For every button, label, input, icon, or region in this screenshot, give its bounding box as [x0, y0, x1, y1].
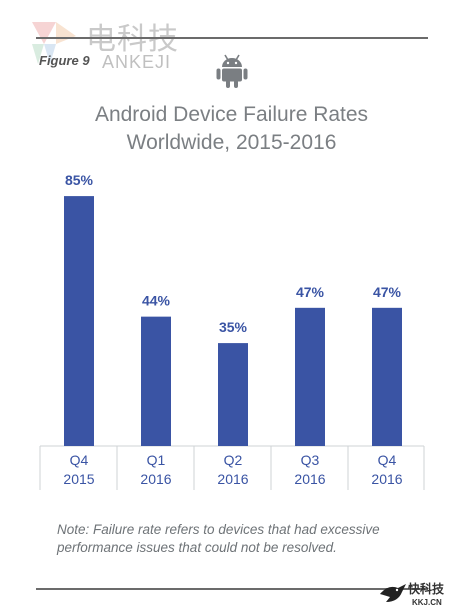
bar — [372, 307, 402, 446]
x-tick-label-quarter: Q3 — [301, 452, 320, 468]
x-tick-label-quarter: Q1 — [147, 452, 166, 468]
bird-logo-icon — [380, 584, 406, 602]
watermark-subtext: ANKEJI — [102, 52, 172, 72]
figure-label: Figure 9 — [39, 53, 90, 68]
data-label: 35% — [219, 319, 248, 335]
watermark-text: 电科技 — [86, 22, 179, 57]
data-label: 47% — [296, 284, 325, 300]
bar — [218, 343, 248, 446]
android-icon — [216, 54, 248, 88]
x-tick-label-quarter: Q2 — [224, 452, 243, 468]
data-label: 85% — [65, 172, 94, 188]
x-tick-label-quarter: Q4 — [378, 452, 397, 468]
data-label: 47% — [373, 284, 402, 300]
x-tick-label-year: 2015 — [63, 471, 94, 487]
chart-title-line-1: Android Device Failure Rates — [94, 103, 369, 126]
corner-logo-subtext: KKJ.CN — [412, 598, 442, 607]
bar — [141, 316, 171, 446]
bottom-rule — [36, 588, 428, 590]
bar — [295, 307, 325, 446]
x-tick-label-year: 2016 — [140, 471, 171, 487]
chart-note: Note: Failure rate refers to devices tha… — [57, 522, 380, 555]
bar — [64, 196, 94, 446]
x-tick-label-year: 2016 — [294, 471, 325, 487]
x-tick-label-year: 2016 — [217, 471, 248, 487]
x-tick-label-quarter: Q4 — [70, 452, 89, 468]
top-rule — [36, 37, 428, 39]
corner-logo-text: 快科技 — [408, 582, 445, 596]
chart-title-line-2: Worldwide, 2015-2016 — [126, 131, 337, 154]
data-label: 44% — [142, 293, 171, 309]
x-tick-label-year: 2016 — [371, 471, 402, 487]
